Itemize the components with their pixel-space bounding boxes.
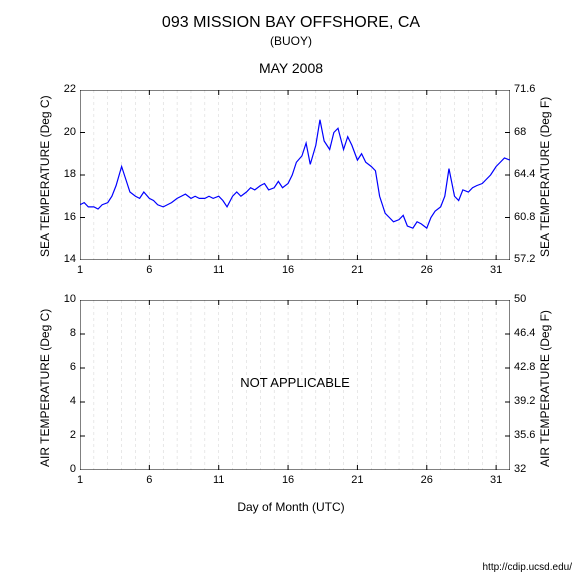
tick-label: 4	[70, 395, 76, 407]
tick-label: 60.8	[514, 211, 535, 223]
tick-label: 31	[486, 264, 506, 276]
tick-label: 26	[417, 474, 437, 486]
tick-label: 31	[486, 474, 506, 486]
bottom-ylabel-left: AIR TEMPERATURE (Deg C)	[38, 297, 52, 467]
tick-label: 1	[70, 264, 90, 276]
tick-label: 22	[64, 83, 76, 95]
tick-label: 2	[70, 429, 76, 441]
tick-label: 35.6	[514, 429, 535, 441]
credit-url: http://cdip.ucsd.edu/	[482, 562, 572, 573]
tick-label: 10	[64, 293, 76, 305]
chart-container: 093 MISSION BAY OFFSHORE, CA (BUOY) MAY …	[0, 0, 582, 581]
tick-label: 18	[64, 168, 76, 180]
tick-label: 21	[347, 474, 367, 486]
tick-label: 39.2	[514, 395, 535, 407]
period-title: MAY 2008	[0, 60, 582, 76]
x-axis-label: Day of Month (UTC)	[0, 500, 582, 514]
not-applicable-text: NOT APPLICABLE	[80, 375, 510, 390]
bottom-ylabel-right: AIR TEMPERATURE (Deg F)	[538, 297, 552, 467]
tick-label: 68	[514, 126, 526, 138]
tick-label: 11	[209, 474, 229, 486]
tick-label: 46.4	[514, 327, 535, 339]
tick-label: 8	[70, 327, 76, 339]
tick-label: 6	[139, 264, 159, 276]
tick-label: 11	[209, 264, 229, 276]
top-ylabel-left: SEA TEMPERATURE (Deg C)	[38, 87, 52, 257]
top-ylabel-right: SEA TEMPERATURE (Deg F)	[538, 87, 552, 257]
tick-label: 21	[347, 264, 367, 276]
tick-label: 71.6	[514, 83, 535, 95]
tick-label: 6	[70, 361, 76, 373]
sea-temp-chart	[80, 90, 510, 260]
tick-label: 1	[70, 474, 90, 486]
tick-label: 6	[139, 474, 159, 486]
tick-label: 64.4	[514, 168, 535, 180]
tick-label: 16	[278, 264, 298, 276]
tick-label: 57.2	[514, 253, 535, 265]
tick-label: 16	[64, 211, 76, 223]
main-title: 093 MISSION BAY OFFSHORE, CA	[0, 14, 582, 32]
tick-label: 16	[278, 474, 298, 486]
tick-label: 50	[514, 293, 526, 305]
tick-label: 32	[514, 463, 526, 475]
tick-label: 20	[64, 126, 76, 138]
tick-label: 42.8	[514, 361, 535, 373]
tick-label: 26	[417, 264, 437, 276]
subtitle: (BUOY)	[0, 34, 582, 48]
